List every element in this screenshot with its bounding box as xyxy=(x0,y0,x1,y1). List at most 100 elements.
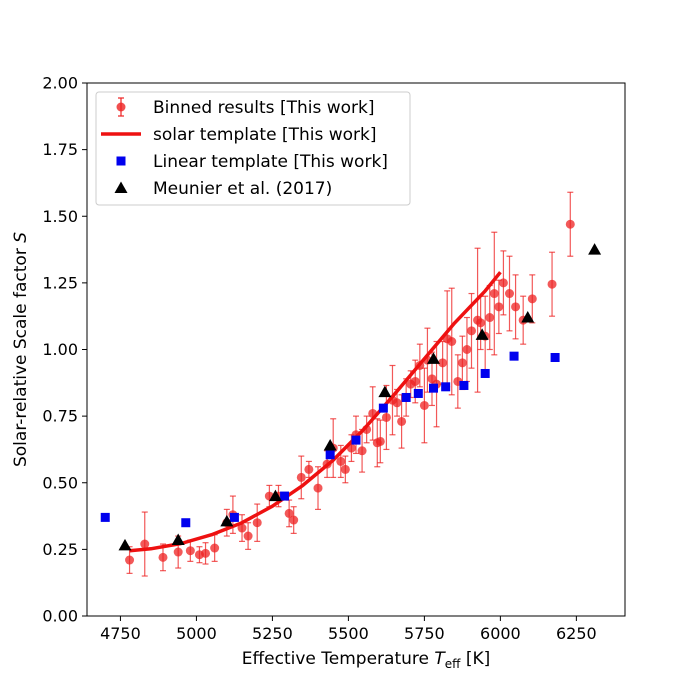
binned-marker xyxy=(457,358,467,368)
binned-point xyxy=(457,335,467,391)
binned-marker xyxy=(447,337,457,347)
y-tick-label: 1.00 xyxy=(42,340,78,359)
linear-template-point xyxy=(550,352,560,362)
binned-marker xyxy=(462,345,472,354)
binned-marker xyxy=(185,546,195,556)
x-tick-label: 5500 xyxy=(328,624,369,643)
y-tick-label: 2.00 xyxy=(42,74,78,93)
binned-marker xyxy=(210,543,220,553)
y-tick-label: 0.25 xyxy=(42,540,78,559)
binned-point xyxy=(201,542,211,565)
legend-label: Linear template [This work] xyxy=(153,152,388,172)
binned-point xyxy=(462,316,472,383)
binned-point xyxy=(252,503,262,542)
binned-marker xyxy=(125,555,135,565)
y-tick-label: 1.50 xyxy=(42,207,78,226)
binned-marker xyxy=(489,289,499,299)
binned-point xyxy=(210,534,220,562)
binned-point xyxy=(375,419,385,464)
binned-marker xyxy=(467,326,477,336)
x-axis-label-main: Effective Temperature xyxy=(242,649,435,669)
binned-marker xyxy=(158,552,168,562)
binned-point xyxy=(447,287,457,396)
y-tick-label: 1.75 xyxy=(42,140,78,159)
binned-point xyxy=(158,543,168,572)
linear-template-point xyxy=(280,491,290,501)
legend-entry: Binned results [This work] xyxy=(116,97,375,118)
x-tick-label: 5000 xyxy=(176,624,217,643)
meunier-point xyxy=(118,538,132,551)
y-ticks: 0.00 0.25 0.50 0.75 1.00 1.25 1.50 1.75 2.00 xyxy=(42,74,87,626)
binned-point xyxy=(397,394,407,449)
binned-point xyxy=(419,367,429,444)
binned-point xyxy=(284,499,294,528)
binned-marker xyxy=(375,436,385,446)
binned-point xyxy=(489,231,499,356)
binned-marker xyxy=(304,464,314,474)
meunier-point xyxy=(588,243,602,255)
binned-marker xyxy=(289,515,299,525)
binned-point xyxy=(494,279,504,335)
binned-marker xyxy=(237,523,247,533)
binned-point xyxy=(504,255,514,332)
series-layer xyxy=(100,191,602,577)
binned-marker xyxy=(498,278,508,288)
meunier-point xyxy=(475,328,489,340)
legend-label: Meunier et al. (2017) xyxy=(153,179,332,199)
meunier-point xyxy=(268,489,282,502)
binned-marker xyxy=(494,302,504,312)
binned-marker xyxy=(243,531,253,541)
binned-marker xyxy=(173,547,183,557)
x-axis-label: Effective Temperature Teff [K] xyxy=(242,649,491,671)
linear-template-point xyxy=(181,518,191,528)
binned-point xyxy=(243,522,253,550)
x-tick-label: 6250 xyxy=(556,624,597,643)
linear-template-point xyxy=(401,392,411,402)
binned-point xyxy=(140,511,150,577)
linear-template-point xyxy=(325,450,335,460)
linear-template-point xyxy=(509,351,519,361)
legend-entry: Meunier et al. (2017) xyxy=(114,179,332,199)
binned-point xyxy=(547,251,557,317)
meunier-point xyxy=(427,352,441,364)
meunier-point xyxy=(171,533,185,546)
binned-point xyxy=(498,250,508,316)
legend-entry: Linear template [This work] xyxy=(116,152,388,172)
x-tick-label: 5750 xyxy=(404,624,445,643)
linear-template-point xyxy=(429,383,439,393)
legend-label: Binned results [This work] xyxy=(153,98,375,118)
legend-entry: solar template [This work] xyxy=(101,125,376,145)
x-tick-label: 4750 xyxy=(100,624,141,643)
legend-circle-icon xyxy=(116,102,126,112)
legend-frame xyxy=(95,91,411,206)
y-tick-label: 0.75 xyxy=(42,407,78,426)
binned-marker xyxy=(397,416,407,426)
binned-marker xyxy=(511,302,521,312)
linear-template-point xyxy=(229,512,239,522)
binned-marker xyxy=(438,358,448,368)
binned-point xyxy=(565,191,575,257)
y-axis-label-main: Solar-relative Scale factor xyxy=(11,243,31,467)
binned-marker xyxy=(565,219,575,229)
y-tick-label: 0.00 xyxy=(42,607,78,626)
binned-point xyxy=(237,514,247,542)
binned-point xyxy=(527,274,537,324)
binned-point xyxy=(304,460,314,479)
binned-marker xyxy=(336,456,346,466)
binned-marker xyxy=(485,313,495,323)
linear-template-point xyxy=(413,388,423,398)
binned-point xyxy=(289,506,299,534)
meunier-point xyxy=(521,311,535,323)
x-ticks: 4750 5000 5250 5500 5750 6000 6250 xyxy=(100,616,597,643)
binned-marker xyxy=(392,398,402,408)
binned-point xyxy=(125,546,135,574)
binned-marker xyxy=(140,539,150,549)
binned-marker xyxy=(547,279,557,289)
binned-marker xyxy=(357,446,367,456)
meunier-point xyxy=(220,514,234,527)
binned-marker xyxy=(340,464,350,474)
x-tick-label: 5250 xyxy=(252,624,293,643)
y-tick-label: 0.50 xyxy=(42,473,78,492)
